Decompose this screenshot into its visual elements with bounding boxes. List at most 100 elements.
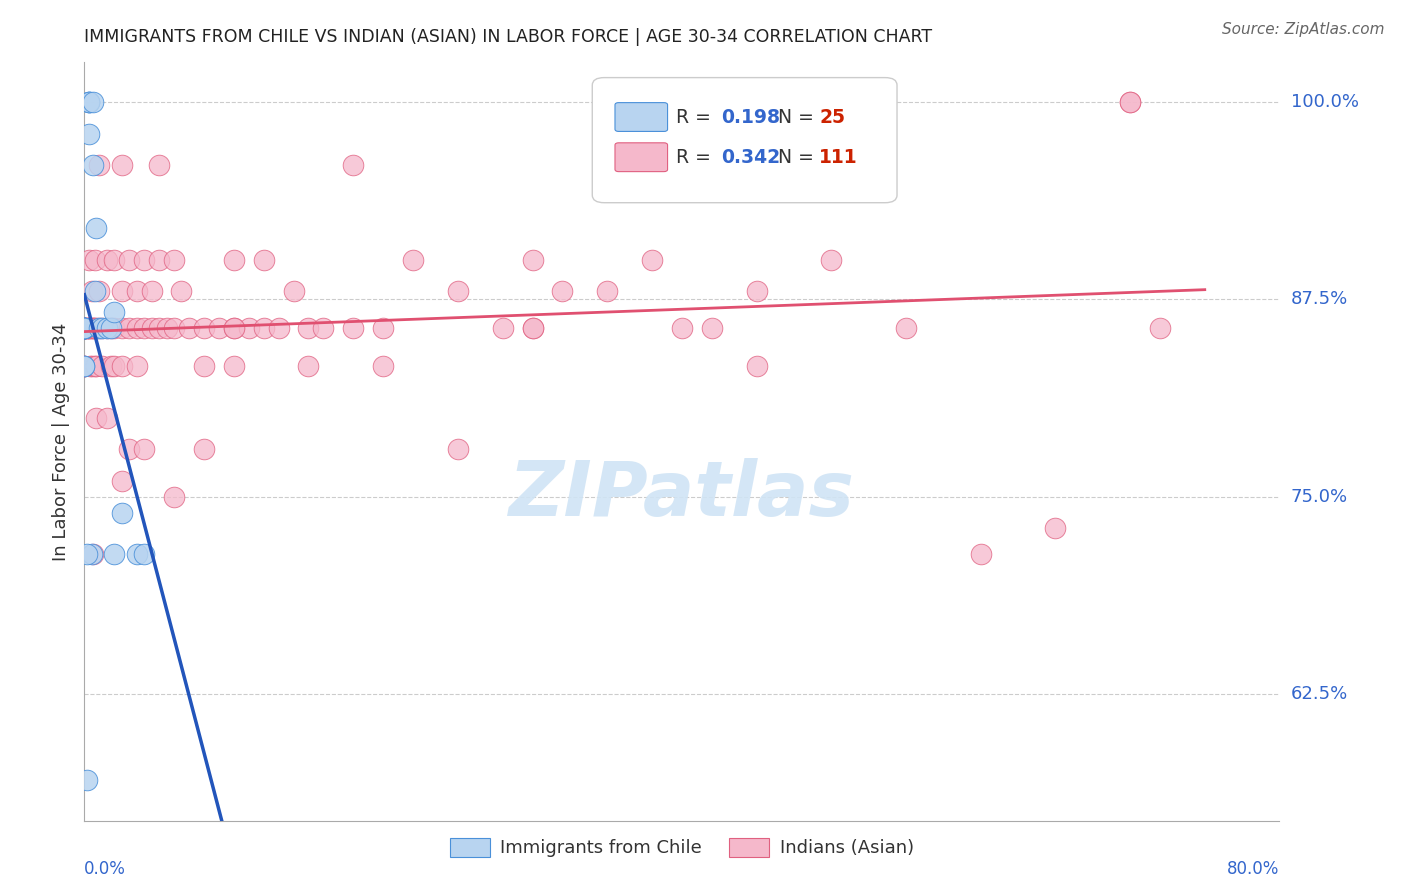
Point: [551, 285, 574, 299]
Point: [89, 320, 111, 334]
Point: [103, 320, 125, 334]
Y-axis label: In Labor Force | Age 30-34: In Labor Force | Age 30-34: [52, 322, 70, 561]
Point: [77, 320, 100, 334]
Text: 80.0%: 80.0%: [1227, 860, 1279, 878]
Point: [83, 285, 105, 299]
Text: 62.5%: 62.5%: [1291, 685, 1348, 703]
Point: [193, 442, 215, 457]
Text: ZIPatlas: ZIPatlas: [509, 458, 855, 532]
Point: [148, 320, 170, 334]
Point: [522, 252, 544, 267]
Point: [447, 442, 470, 457]
Point: [297, 320, 319, 334]
Text: R =: R =: [676, 108, 717, 127]
Point: [73, 359, 96, 373]
Point: [100, 320, 122, 334]
Point: [253, 252, 276, 267]
Point: [111, 320, 134, 334]
Point: [76, 320, 98, 334]
Legend: Immigrants from Chile, Indians (Asian): Immigrants from Chile, Indians (Asian): [443, 830, 921, 864]
Point: [86, 359, 108, 373]
Point: [193, 359, 215, 373]
Point: [522, 320, 544, 334]
Point: [125, 547, 148, 561]
Point: [73, 320, 96, 334]
Point: [83, 320, 105, 334]
Point: [1119, 95, 1142, 109]
Point: [125, 359, 148, 373]
Point: [80, 320, 103, 334]
Point: [77, 320, 100, 334]
Point: [141, 285, 163, 299]
Text: 0.198: 0.198: [721, 108, 780, 127]
Point: [91, 359, 114, 373]
Point: [283, 285, 305, 299]
Point: [73, 320, 96, 334]
Point: [155, 320, 177, 334]
Point: [96, 320, 118, 334]
Text: 0.342: 0.342: [721, 148, 780, 167]
Point: [111, 474, 134, 488]
Point: [103, 547, 125, 561]
Point: [163, 252, 186, 267]
Point: [125, 320, 148, 334]
Point: [1045, 521, 1067, 535]
Point: [73, 320, 96, 334]
Point: [82, 320, 104, 334]
Point: [894, 320, 917, 334]
Point: [193, 320, 215, 334]
Point: [73, 320, 96, 334]
Point: [111, 359, 134, 373]
Point: [96, 410, 118, 425]
Point: [373, 359, 395, 373]
Point: [1119, 95, 1142, 109]
Point: [103, 252, 125, 267]
Point: [89, 285, 111, 299]
Point: [253, 320, 276, 334]
Point: [132, 442, 156, 457]
Text: IMMIGRANTS FROM CHILE VS INDIAN (ASIAN) IN LABOR FORCE | AGE 30-34 CORRELATION C: IMMIGRANTS FROM CHILE VS INDIAN (ASIAN) …: [84, 28, 932, 45]
Point: [73, 320, 96, 334]
Point: [492, 320, 515, 334]
Point: [125, 285, 148, 299]
Point: [89, 158, 111, 172]
Point: [148, 252, 170, 267]
Point: [447, 285, 470, 299]
Point: [96, 320, 118, 334]
Text: 87.5%: 87.5%: [1291, 291, 1348, 309]
Point: [238, 320, 260, 334]
Point: [132, 320, 156, 334]
Point: [208, 320, 231, 334]
Point: [177, 320, 200, 334]
Text: 0.0%: 0.0%: [84, 860, 127, 878]
Point: [83, 252, 105, 267]
Point: [77, 252, 100, 267]
Point: [79, 320, 101, 334]
Point: [312, 320, 335, 334]
Point: [82, 95, 104, 109]
Point: [118, 252, 141, 267]
Point: [73, 320, 96, 334]
Point: [91, 320, 114, 334]
Point: [73, 320, 96, 334]
Point: [1149, 320, 1171, 334]
Text: N =: N =: [766, 108, 820, 127]
Point: [73, 359, 96, 373]
Point: [970, 547, 993, 561]
Point: [402, 252, 425, 267]
Point: [596, 285, 619, 299]
Point: [82, 547, 104, 561]
Point: [100, 320, 122, 334]
Point: [222, 320, 245, 334]
Point: [596, 158, 619, 172]
Point: [73, 320, 96, 334]
Text: 111: 111: [820, 148, 858, 167]
Point: [96, 252, 118, 267]
Text: 75.0%: 75.0%: [1291, 488, 1348, 506]
Point: [297, 359, 319, 373]
Point: [82, 320, 104, 334]
FancyBboxPatch shape: [614, 103, 668, 131]
Point: [80, 359, 103, 373]
Point: [671, 320, 693, 334]
Point: [745, 285, 768, 299]
